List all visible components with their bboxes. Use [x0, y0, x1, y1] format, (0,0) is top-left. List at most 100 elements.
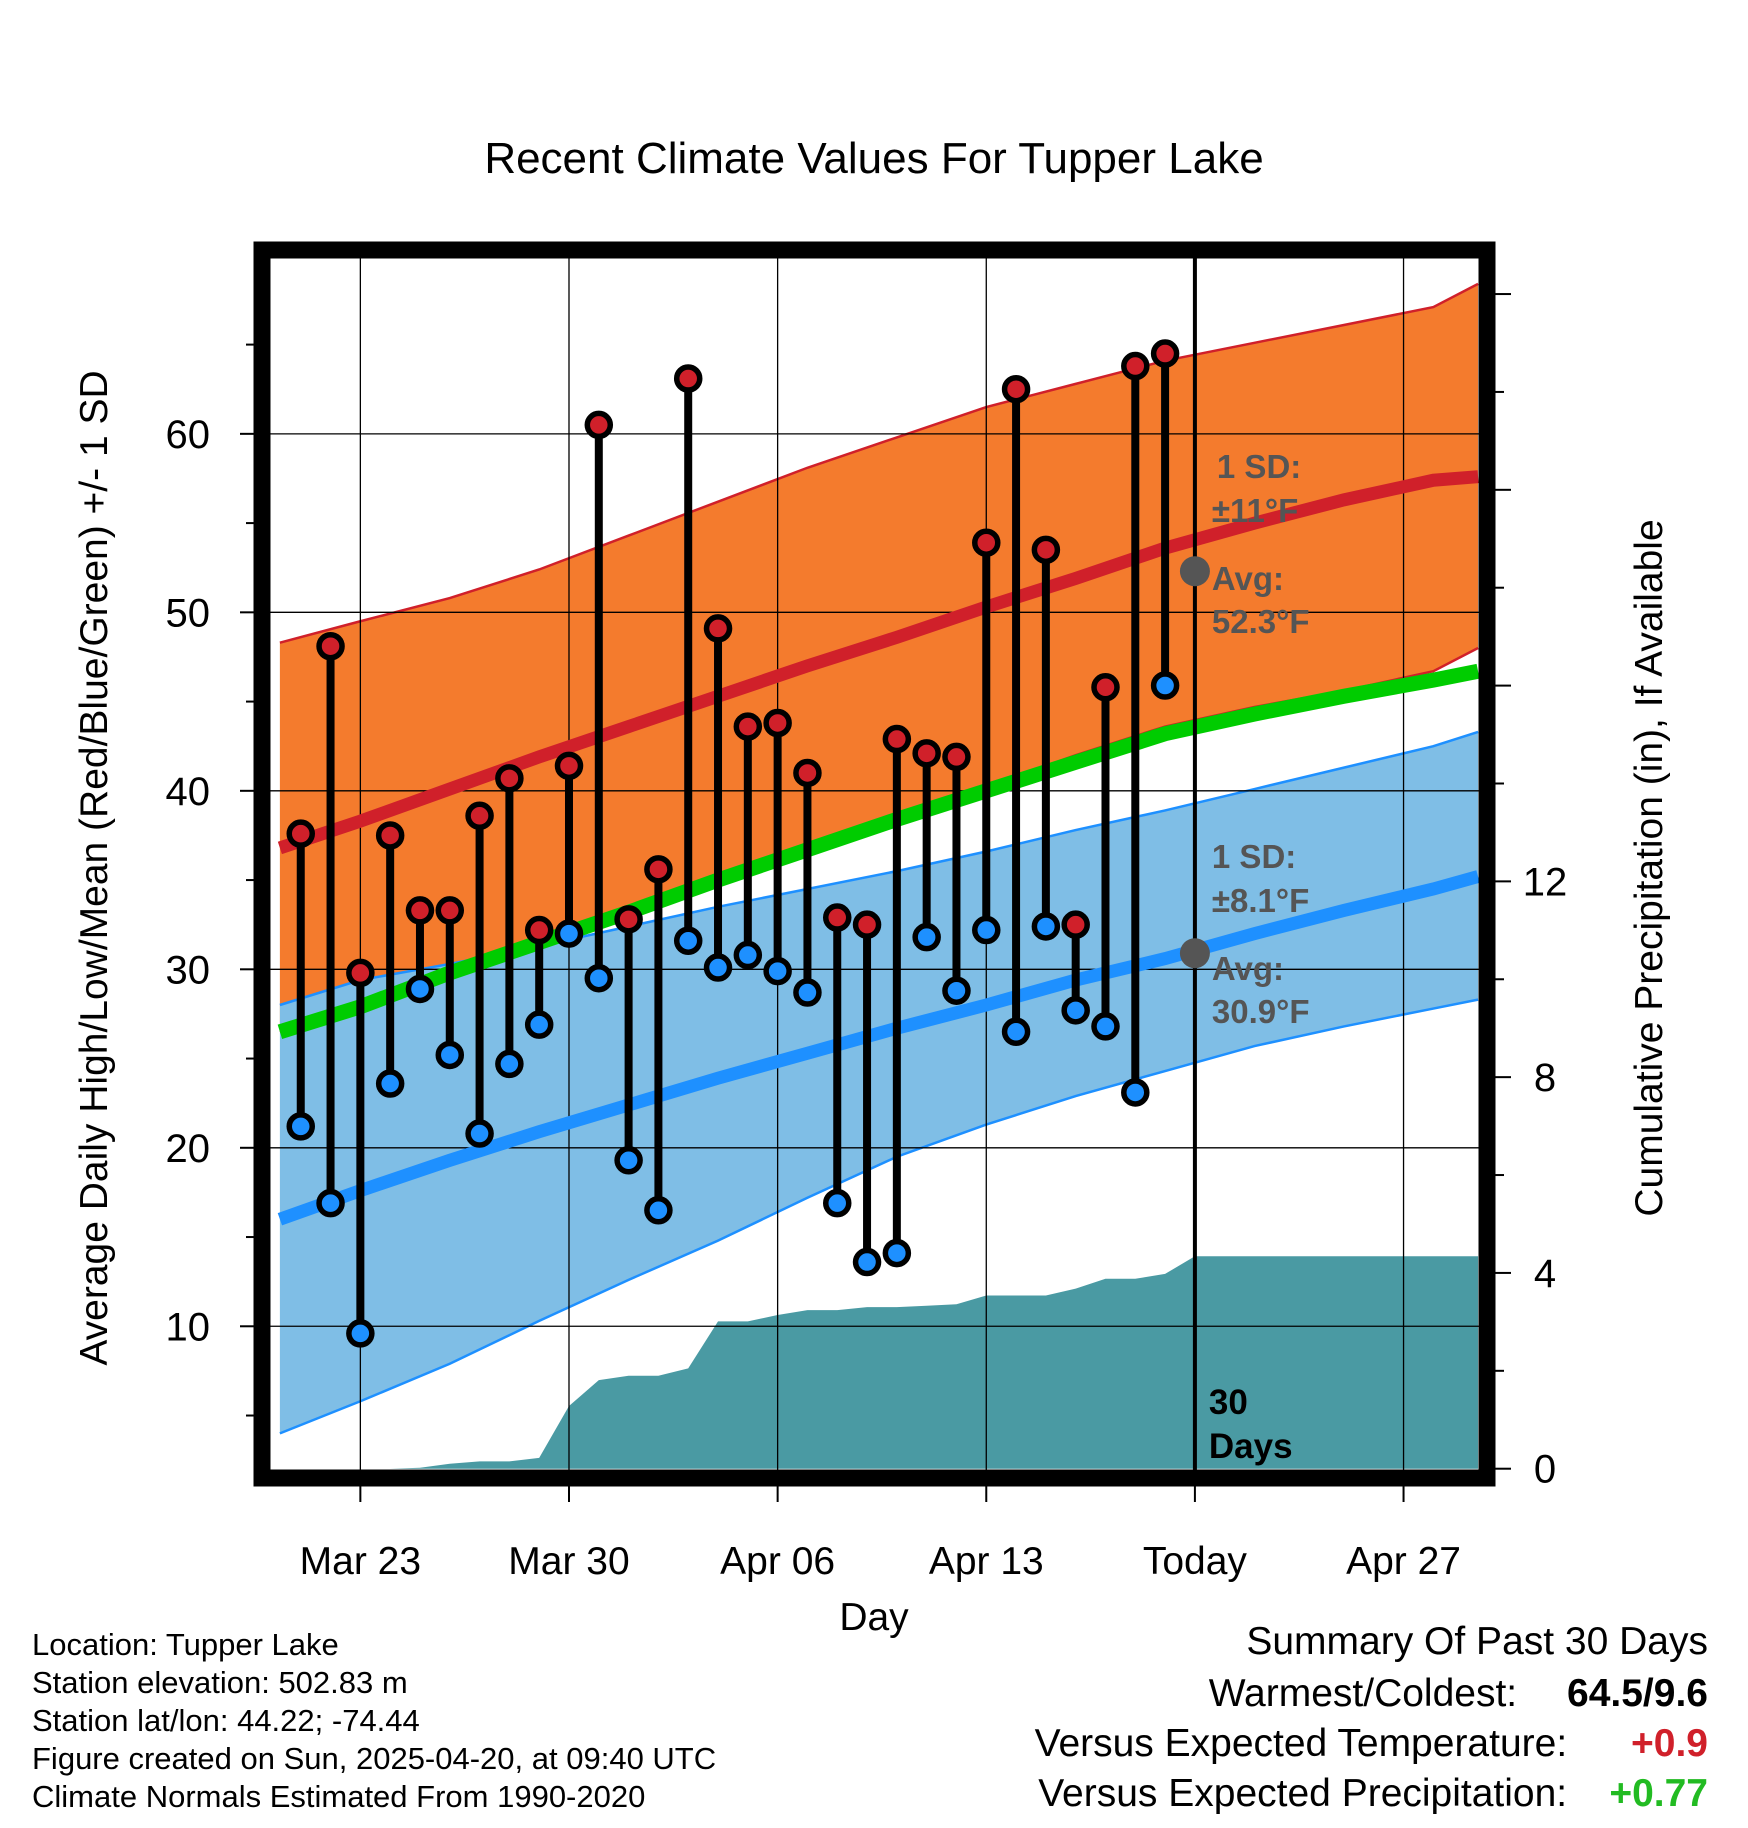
high-sd-value: ±11°F [1212, 492, 1298, 529]
observed-low-point [346, 1319, 375, 1348]
observed-low-point [1091, 1012, 1120, 1041]
y-tick-label: 60 [166, 413, 211, 457]
low-sd-value: ±8.1°F [1212, 882, 1309, 919]
y-tick-label: 10 [166, 1305, 211, 1349]
y-tick-label: 20 [166, 1127, 211, 1171]
observed-low-point [703, 953, 733, 982]
y-axis-label: Average Daily High/Low/Mean (Red/Blue/Gr… [73, 370, 116, 1365]
observed-high-point [852, 910, 882, 939]
precipitation-area [270, 1256, 1479, 1469]
chart-title: Recent Climate Values For Tupper Lake [484, 134, 1263, 183]
observed-high-point [614, 905, 643, 934]
x-tick-label: Mar 23 [300, 1540, 421, 1583]
observed-low-point [1150, 671, 1180, 700]
low-avg-marker [1179, 938, 1210, 969]
plot-frame [253, 241, 1496, 1487]
observed-high-point [703, 614, 733, 643]
observed-low-point [852, 1247, 882, 1277]
y-tick-label: 30 [166, 948, 211, 992]
station-info: Location: Tupper Lake Station elevation:… [32, 1626, 716, 1816]
summary-warmest-coldest: Warmest/Coldest: 64.5/9.6 [1209, 1672, 1708, 1716]
summary-temperature-value: +0.9 [1631, 1722, 1708, 1765]
low-sd-band [279, 731, 1479, 1434]
observed-high-point [793, 758, 822, 788]
observed-low-point [1031, 912, 1061, 941]
observed-high-point [822, 903, 852, 932]
observed-low-point [1061, 996, 1090, 1025]
x-tick-label: Apr 13 [929, 1540, 1044, 1583]
observed-low-point [286, 1112, 315, 1141]
high-sd-label: 1 SD: [1217, 448, 1301, 485]
observed-low-point [673, 926, 703, 955]
x-tick-label: Apr 06 [720, 1540, 835, 1583]
observed-high-point [554, 751, 584, 781]
high-sd-band [279, 283, 1479, 1032]
observed-high-point [733, 712, 763, 741]
observed-low-point [912, 922, 941, 952]
summary-precipitation-label: Versus Expected Precipitation: [1038, 1772, 1568, 1815]
x-tick-label: Today [1143, 1540, 1248, 1583]
observed-low-point [316, 1188, 345, 1218]
observed-low-point [554, 919, 584, 948]
observed-high-point [1031, 535, 1061, 565]
observed-high-point [375, 821, 405, 850]
observed-high-point [465, 801, 494, 831]
observed-low-point [763, 956, 792, 986]
observed-high-point [673, 364, 703, 393]
high-avg-marker [1179, 556, 1210, 587]
x-tick-label: Apr 27 [1346, 1540, 1461, 1583]
summary-precipitation-value: +0.77 [1609, 1772, 1708, 1815]
observed-low-point [465, 1119, 494, 1148]
observed-low-point [405, 974, 435, 1004]
observed-high-point [763, 708, 792, 738]
observed-high-point [972, 528, 1001, 557]
info-location: Location: Tupper Lake [32, 1627, 339, 1662]
observed-high-point [435, 896, 465, 925]
observed-low-point [644, 1196, 673, 1225]
plot-area: 1 SD: ±11°F Avg: 52.3°F 1 SD: ±8.1°F Avg: 30.9°… [166, 241, 1568, 1583]
observed-low-point [822, 1188, 852, 1218]
observed-high-point [644, 855, 673, 884]
observed-high-point [882, 724, 912, 754]
summary-title: Summary Of Past 30 Days [1246, 1620, 1708, 1663]
high-avg-label: Avg: [1212, 560, 1284, 597]
observed-high-point [346, 958, 375, 988]
info-latlon: Station lat/lon: 44.22; -74.44 [32, 1703, 420, 1738]
x-tick-label: Mar 30 [508, 1540, 629, 1583]
y-tick-label: 50 [166, 591, 211, 635]
y2-tick-label: 0 [1534, 1448, 1556, 1492]
observed-high-point [1061, 910, 1090, 939]
observed-low-point [1001, 1017, 1031, 1047]
normal-high-line [277, 470, 1479, 855]
observed-low-point [375, 1069, 405, 1098]
observed-high-point [912, 739, 941, 768]
observed-high-point [286, 819, 315, 848]
observed-high-point [1121, 351, 1150, 381]
observed-high-point [524, 915, 554, 945]
observed-low-point [942, 976, 971, 1005]
observed-high-point [1001, 374, 1031, 404]
low-avg-label: Avg: [1212, 950, 1284, 987]
observed-low-point [882, 1238, 912, 1268]
observed-low-point [524, 1010, 554, 1039]
observed-low-point [972, 915, 1001, 945]
observed-high-point [316, 631, 345, 661]
days-label-text: Days [1209, 1427, 1293, 1466]
observed-high-point [942, 742, 971, 772]
low-avg-value: 30.9°F [1212, 993, 1310, 1030]
info-normals: Climate Normals Estimated From 1990-2020 [32, 1779, 646, 1814]
high-avg-value: 52.3°F [1212, 603, 1310, 640]
observed-high-point [495, 764, 524, 793]
y-tick-label: 40 [166, 770, 211, 814]
y2-tick-label: 4 [1534, 1252, 1556, 1296]
observed-low-point [614, 1146, 643, 1175]
y2-tick-label: 12 [1523, 860, 1568, 904]
observed-low-point [733, 940, 763, 970]
summary-precipitation: Versus Expected Precipitation: +0.77 [1038, 1772, 1708, 1816]
observed-low-point [1121, 1078, 1150, 1107]
high-sd-upper-edge [279, 282, 1479, 644]
observed-high-point [1150, 339, 1180, 368]
y2-tick-label: 8 [1534, 1056, 1556, 1100]
info-elevation: Station elevation: 502.83 m [32, 1665, 408, 1700]
